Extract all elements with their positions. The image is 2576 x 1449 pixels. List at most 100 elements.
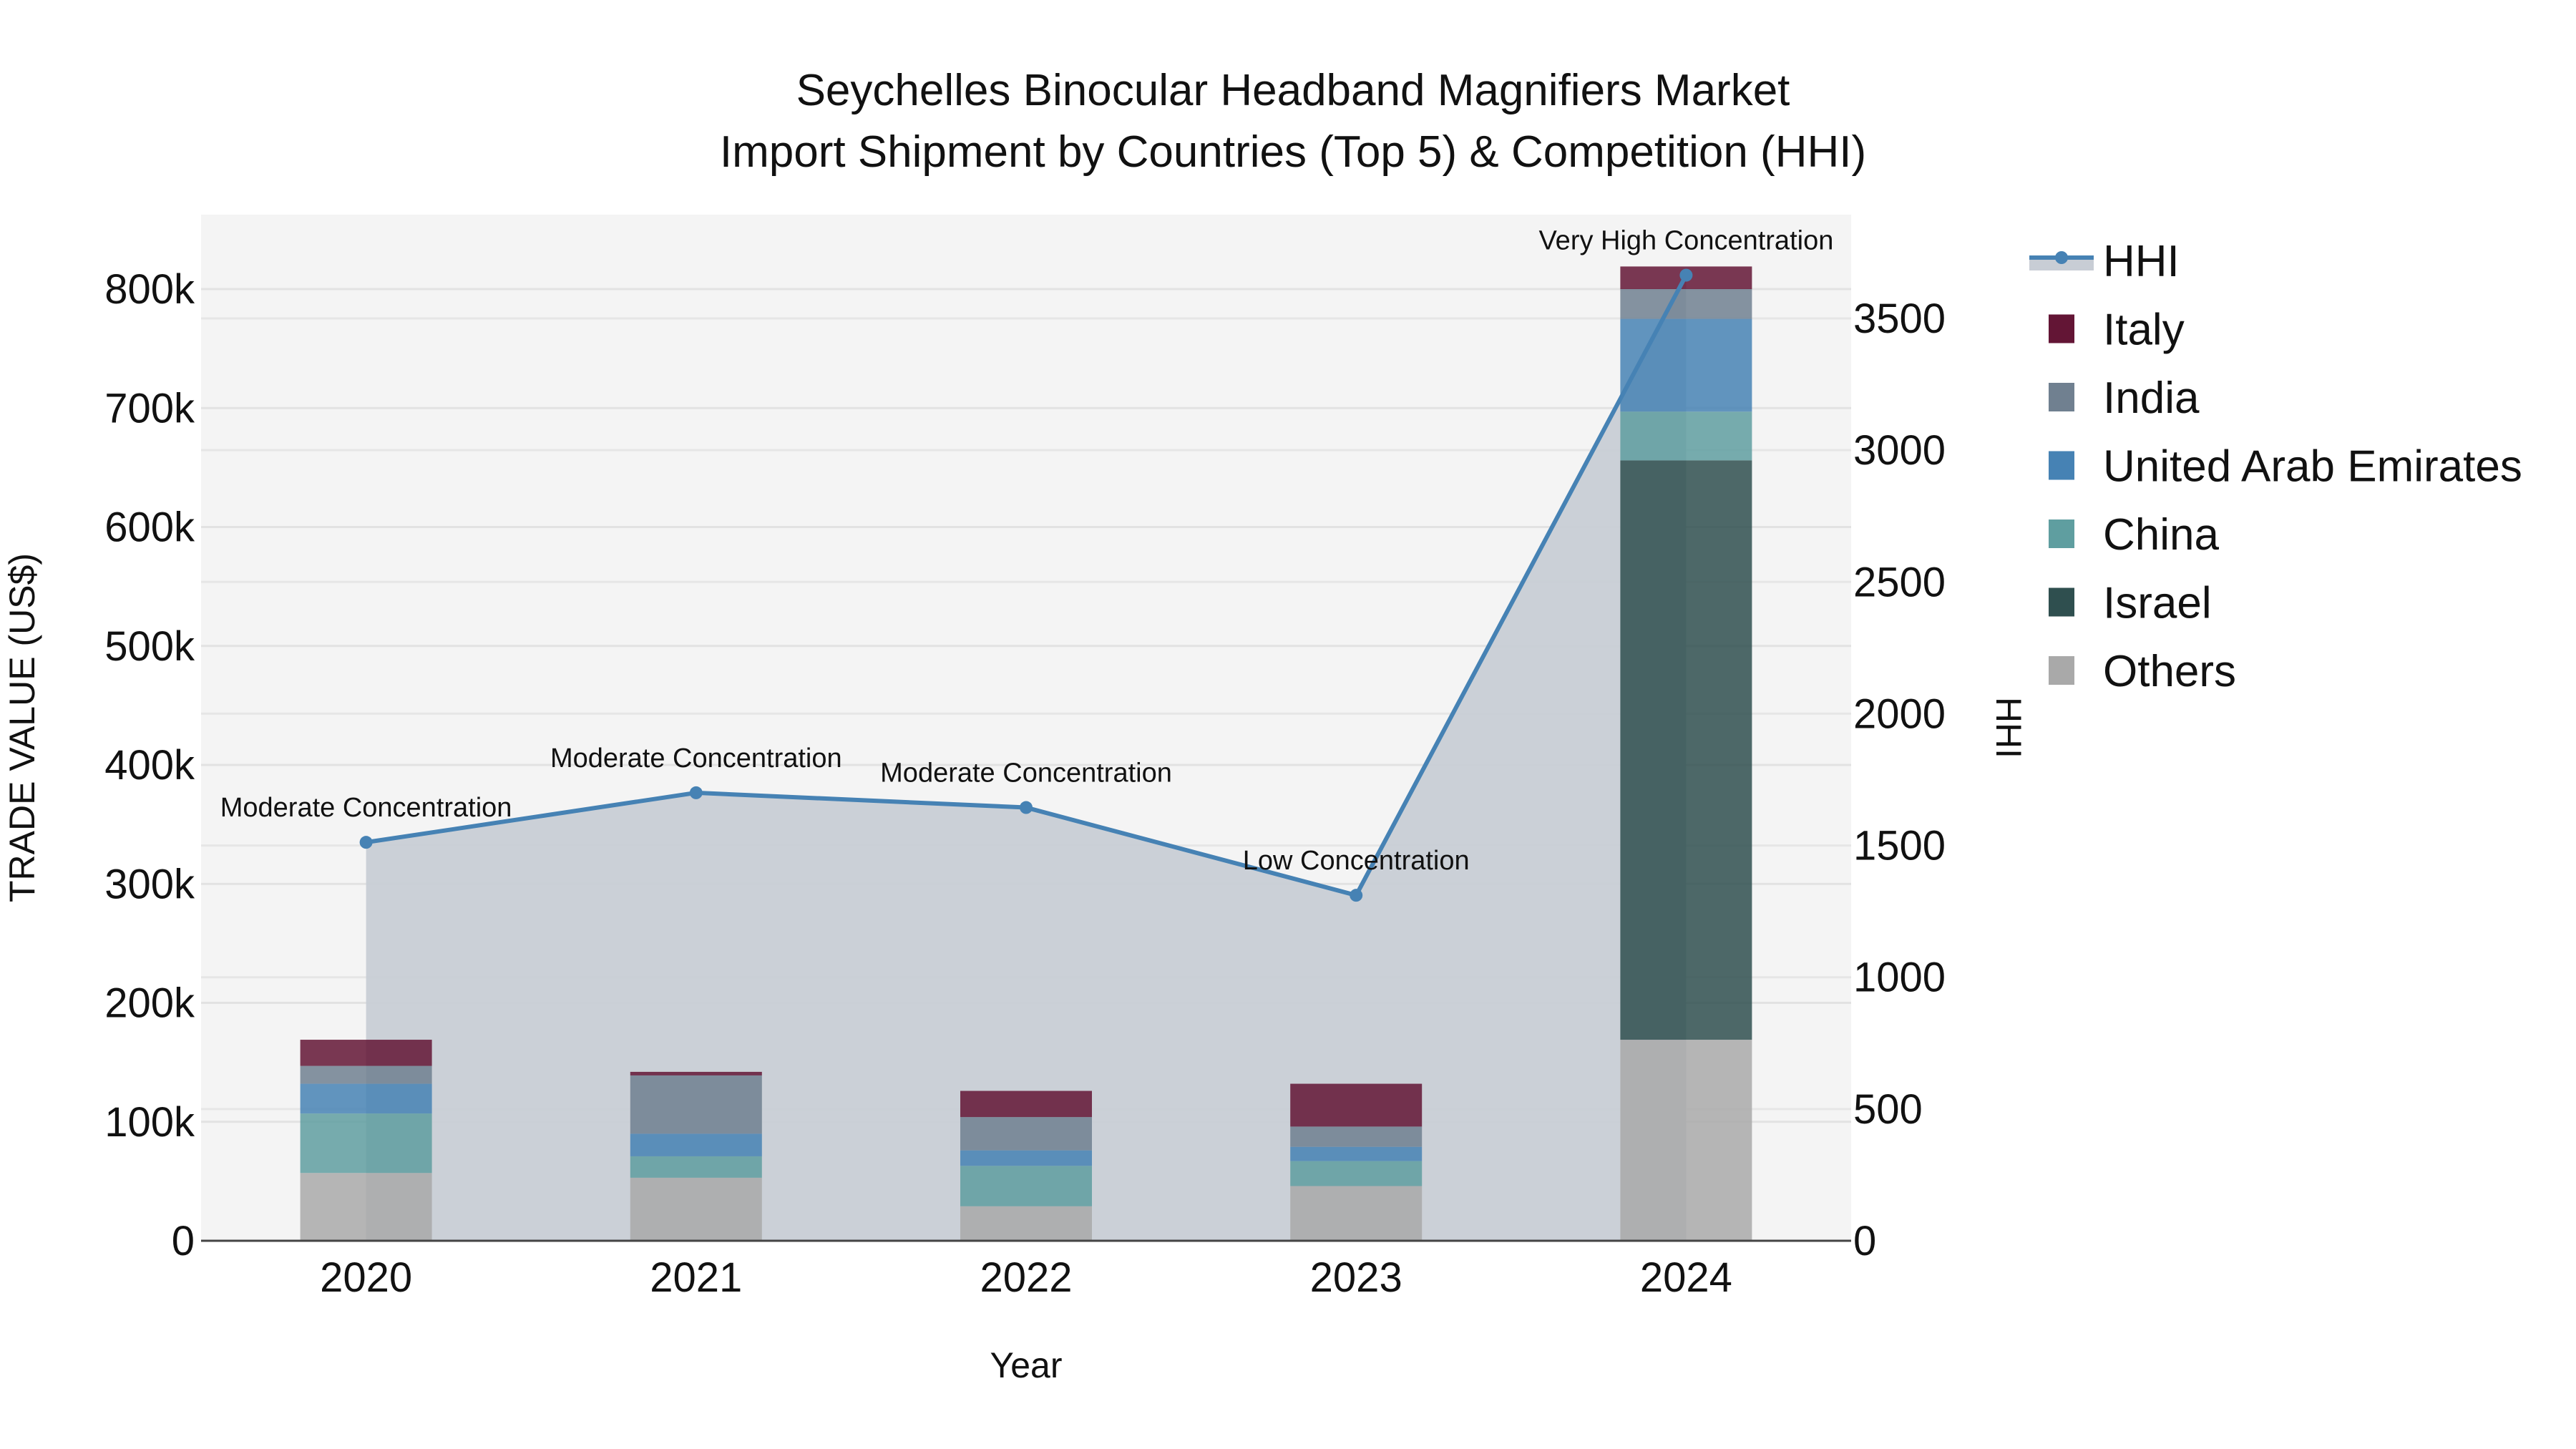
bar-segment-united-arab-emirates[interactable] <box>630 1133 762 1156</box>
x-axis-title: Year <box>990 1345 1062 1385</box>
bar-segment-others[interactable] <box>630 1177 762 1241</box>
y2-tick-label: 1000 <box>1853 955 1946 1001</box>
bar-segment-united-arab-emirates[interactable] <box>1290 1146 1423 1161</box>
y-tick-label: 0 <box>172 1218 195 1264</box>
bar-segment-china[interactable] <box>630 1156 762 1178</box>
hhi-marker[interactable] <box>1020 801 1033 814</box>
bar-segment-china[interactable] <box>1290 1161 1423 1186</box>
hhi-marker[interactable] <box>689 786 703 799</box>
legend-item-others[interactable]: Others <box>2049 647 2236 696</box>
y2-tick-label: 1500 <box>1853 823 1946 869</box>
y-tick-label: 300k <box>104 861 195 907</box>
bar-segment-others[interactable] <box>1290 1186 1423 1241</box>
legend-item-china[interactable]: China <box>2049 510 2220 560</box>
y-tick-label: 500k <box>104 623 195 670</box>
legend-item-italy[interactable]: Italy <box>2049 306 2185 355</box>
y-tick-label: 800k <box>104 266 195 313</box>
legend-area-swatch-icon <box>2029 259 2094 270</box>
hhi-area <box>366 275 1687 1241</box>
stacked-bars <box>300 266 1752 1241</box>
bar-segment-china[interactable] <box>1620 411 1752 461</box>
bar-segment-india[interactable] <box>1620 289 1752 319</box>
legend-label: China <box>2103 510 2220 560</box>
bar-segment-others[interactable] <box>1620 1040 1752 1241</box>
bar-2020[interactable] <box>300 1040 432 1241</box>
x-tick-label: 2024 <box>1640 1254 1732 1301</box>
legend-label: India <box>2103 374 2200 423</box>
legend-swatch-icon <box>2049 451 2074 480</box>
y-axis-title: TRADE VALUE (US$) <box>2 553 42 902</box>
y2-tick-label: 3000 <box>1853 427 1946 474</box>
legend-label: Italy <box>2103 306 2185 355</box>
y-tick-label: 400k <box>104 742 195 789</box>
hhi-marker[interactable] <box>359 836 373 849</box>
legend-label: Israel <box>2103 579 2212 628</box>
hhi-annotation: Moderate Concentration <box>550 743 842 774</box>
bar-segment-china[interactable] <box>960 1166 1092 1206</box>
y-axis-ticks: 0 100k 200k 300k 400k 500k 600k 700k 800k <box>104 266 195 1264</box>
bar-segment-italy[interactable] <box>300 1040 432 1066</box>
chart-subtitle: Import Shipment by Countries (Top 5) & C… <box>720 127 1866 177</box>
y2-tick-label: 2000 <box>1853 691 1946 737</box>
hhi-annotation: Very High Concentration <box>1538 226 1833 256</box>
bar-2023[interactable] <box>1290 1083 1423 1241</box>
x-axis-ticks: 2020 2021 2022 2023 2024 <box>320 1254 1732 1301</box>
concentration-annotations: Moderate Concentration Moderate Concentra… <box>220 226 1834 877</box>
y-tick-label: 200k <box>104 980 195 1027</box>
y2-tick-label: 500 <box>1853 1086 1923 1133</box>
legend-item-united-arab-emirates[interactable]: United Arab Emirates <box>2049 442 2522 492</box>
bar-segment-others[interactable] <box>300 1173 432 1241</box>
legend-swatch-icon <box>2049 519 2074 548</box>
bar-segment-united-arab-emirates[interactable] <box>300 1083 432 1114</box>
y2-axis-title: HHI <box>1989 697 2029 758</box>
legend-swatch-icon <box>2049 314 2074 343</box>
bar-segment-india[interactable] <box>960 1117 1092 1151</box>
y2-tick-label: 2500 <box>1853 559 1946 605</box>
hhi-annotation: Moderate Concentration <box>880 758 1172 789</box>
bar-segment-others[interactable] <box>960 1206 1092 1241</box>
y2-tick-label: 0 <box>1853 1218 1876 1264</box>
legend-swatch-icon <box>2049 656 2074 685</box>
legend-item-india[interactable]: India <box>2049 374 2200 423</box>
bar-2024[interactable] <box>1620 266 1752 1241</box>
hhi-area-fill <box>366 275 1687 1241</box>
y-tick-label: 700k <box>104 385 195 431</box>
bar-segment-china[interactable] <box>300 1113 432 1174</box>
legend: HHI Italy India United Arab Emirates China Is… <box>2029 237 2522 696</box>
x-tick-label: 2023 <box>1310 1254 1402 1301</box>
bar-segment-italy[interactable] <box>960 1091 1092 1118</box>
hhi-marker[interactable] <box>1679 268 1693 282</box>
x-tick-label: 2021 <box>650 1254 742 1301</box>
legend-item-hhi[interactable]: HHI <box>2029 237 2180 286</box>
y2-tick-label: 3500 <box>1853 296 1946 342</box>
chart-title-line-1: Seychelles Binocular Headband Magnifiers… <box>796 66 1790 115</box>
bar-segment-united-arab-emirates[interactable] <box>1620 318 1752 412</box>
legend-swatch-icon <box>2049 383 2074 411</box>
legend-label: HHI <box>2103 237 2180 286</box>
bar-segment-italy[interactable] <box>1290 1083 1423 1127</box>
legend-swatch-icon <box>2049 587 2074 617</box>
bar-segment-india[interactable] <box>1290 1126 1423 1147</box>
bar-segment-israel[interactable] <box>1620 460 1752 1040</box>
legend-item-israel[interactable]: Israel <box>2049 579 2212 628</box>
bar-segment-italy[interactable] <box>630 1071 762 1075</box>
legend-marker-icon <box>2055 251 2068 264</box>
y2-axis-ticks: 0 500 1000 1500 2000 2500 3000 3500 <box>1853 296 1946 1264</box>
x-tick-label: 2020 <box>320 1254 412 1301</box>
hhi-annotation: Low Concentration <box>1243 846 1470 876</box>
hhi-line <box>359 268 1693 902</box>
bar-segment-india[interactable] <box>300 1065 432 1084</box>
y-tick-label: 100k <box>104 1099 195 1146</box>
y-tick-label: 600k <box>104 504 195 551</box>
hhi-annotation: Moderate Concentration <box>220 793 512 823</box>
bar-segment-united-arab-emirates[interactable] <box>960 1150 1092 1166</box>
legend-label: Others <box>2103 647 2236 696</box>
legend-label: United Arab Emirates <box>2103 442 2522 492</box>
bar-segment-india[interactable] <box>630 1075 762 1134</box>
bar-2021[interactable] <box>630 1071 762 1241</box>
chart-title: Seychelles Binocular Headband Magnifiers… <box>720 66 1866 177</box>
x-tick-label: 2022 <box>980 1254 1072 1301</box>
hhi-marker[interactable] <box>1350 889 1363 902</box>
bar-2022[interactable] <box>960 1091 1092 1241</box>
